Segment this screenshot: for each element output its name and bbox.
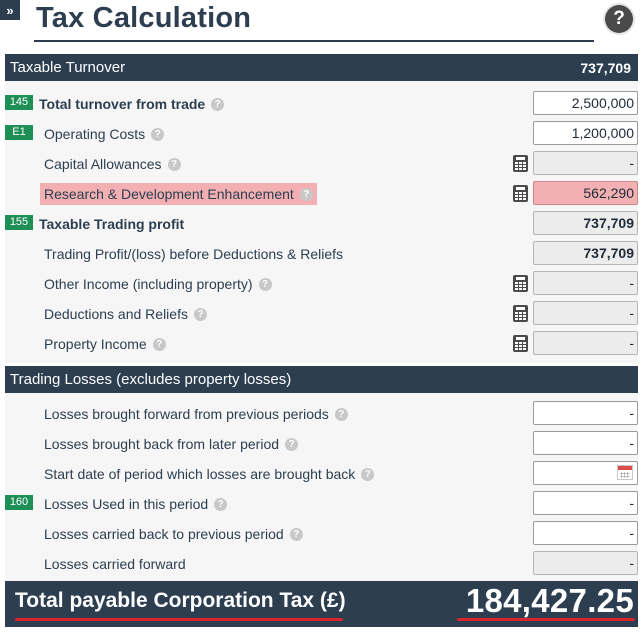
field-label-text: Other Income (including property)	[44, 276, 253, 292]
operating-costs-field[interactable]: 1,200,000	[533, 121, 638, 145]
field-label: Losses carried forward	[44, 553, 186, 575]
question-mark-icon[interactable]: ?	[299, 187, 313, 201]
expand-panel-button[interactable]: »	[0, 0, 20, 20]
total-tax-bar: Total payable Corporation Tax (£) 184,42…	[5, 581, 638, 627]
taxable-turnover-total: 737,709	[580, 59, 631, 76]
field-label-text: Losses carried forward	[44, 556, 186, 572]
title-underline	[34, 40, 594, 42]
page-title: Tax Calculation	[36, 2, 252, 34]
form-row-trading-profit-loss-before-deductions-reliefs: Trading Profit/(loss) before Deductions …	[0, 239, 643, 269]
field-label: Operating Costs?	[44, 123, 165, 145]
field-label-text: Total turnover from trade	[39, 96, 206, 112]
box-number-badge: E1	[5, 125, 33, 140]
trading-losses-panel	[5, 393, 638, 581]
field-label: Total turnover from trade?	[39, 93, 225, 115]
form-row-start-date-of-period-which-losses-are-brought-back: Start date of period which losses are br…	[0, 459, 643, 489]
field-label-text: Deductions and Reliefs	[44, 306, 188, 322]
form-row-taxable-trading-profit: 155 Taxable Trading profit 737,709	[0, 209, 643, 239]
box-number-badge: 145	[5, 95, 33, 110]
question-mark-icon[interactable]: ?	[152, 337, 166, 351]
field-label: Property Income?	[44, 333, 166, 355]
calendar-icon[interactable]	[617, 465, 633, 480]
field-label-text: Trading Profit/(loss) before Deductions …	[44, 246, 344, 262]
field-label: Taxable Trading profit	[39, 213, 184, 235]
capital-allowances-field: -	[533, 151, 638, 175]
taxable-trading-profit-field: 737,709	[533, 211, 638, 235]
taxable-turnover-panel	[5, 81, 638, 363]
field-label: Losses carried back to previous period?	[44, 523, 303, 545]
other-income-including-property-field: -	[533, 271, 638, 295]
field-label-text: Losses brought back from later period	[44, 436, 280, 452]
help-icon[interactable]: ?	[605, 5, 633, 33]
total-tax-label: Total payable Corporation Tax (£)	[15, 589, 346, 612]
calculator-icon[interactable]	[513, 305, 528, 322]
losses-used-in-this-period-field[interactable]: -	[533, 491, 638, 515]
question-mark-icon[interactable]: ?	[285, 437, 299, 451]
question-mark-icon[interactable]: ?	[193, 307, 207, 321]
section-title: Taxable Turnover	[10, 59, 126, 76]
form-row-losses-brought-back-from-later-period: Losses brought back from later period? -	[0, 429, 643, 459]
question-mark-icon[interactable]: ?	[361, 467, 375, 481]
question-mark-icon[interactable]: ?	[289, 527, 303, 541]
field-label-text: Operating Costs	[44, 126, 146, 142]
field-label: Losses brought forward from previous per…	[44, 403, 348, 425]
field-label: Deductions and Reliefs?	[44, 303, 207, 325]
section-title: Trading Losses (excludes property losses…	[10, 371, 292, 388]
deductions-and-reliefs-field: -	[533, 301, 638, 325]
total-tax-value: 184,427.25	[465, 582, 634, 619]
field-label: Start date of period which losses are br…	[44, 463, 375, 485]
total-label-underline	[15, 618, 343, 621]
box-number-badge: 155	[5, 215, 33, 230]
total-turnover-from-trade-field[interactable]: 2,500,000	[533, 91, 638, 115]
form-row-losses-brought-forward-from-previous-periods: Losses brought forward from previous per…	[0, 399, 643, 429]
calculator-icon[interactable]	[513, 155, 528, 172]
field-label: Research & Development Enhancement?	[40, 183, 317, 205]
field-label-text: Losses brought forward from previous per…	[44, 406, 329, 422]
question-mark-icon[interactable]: ?	[214, 497, 228, 511]
losses-brought-forward-from-previous-periods-field[interactable]: -	[533, 401, 638, 425]
field-label-text: Property Income	[44, 336, 147, 352]
form-row-losses-carried-back-to-previous-period: Losses carried back to previous period? -	[0, 519, 643, 549]
taxable-turnover-header: Taxable Turnover 737,709	[5, 54, 638, 81]
field-label: Losses brought back from later period?	[44, 433, 299, 455]
field-label-text: Losses carried back to previous period	[44, 526, 284, 542]
field-label: Trading Profit/(loss) before Deductions …	[44, 243, 343, 265]
form-row-operating-costs: E1 Operating Costs? 1,200,000	[0, 119, 643, 149]
calculator-icon[interactable]	[513, 275, 528, 292]
form-row-losses-used-in-this-period: 160 Losses Used in this period? -	[0, 489, 643, 519]
field-label-text: Taxable Trading profit	[39, 216, 185, 232]
field-label-text: Losses Used in this period	[44, 496, 209, 512]
losses-carried-forward-field: -	[533, 551, 638, 575]
field-label-text: Research & Development Enhancement	[44, 186, 294, 202]
total-value-underline	[457, 618, 635, 621]
trading-profit-loss-before-deductions-reliefs-field: 737,709	[533, 241, 638, 265]
field-label-text: Start date of period which losses are br…	[44, 466, 356, 482]
question-mark-icon[interactable]: ?	[151, 127, 165, 141]
form-row-property-income: Property Income? -	[0, 329, 643, 359]
question-mark-icon[interactable]: ?	[258, 277, 272, 291]
question-mark-icon[interactable]: ?	[167, 157, 181, 171]
property-income-field: -	[533, 331, 638, 355]
form-row-total-turnover-from-trade: 145 Total turnover from trade? 2,500,000	[0, 89, 643, 119]
box-number-badge: 160	[5, 495, 33, 510]
losses-carried-back-to-previous-period-field[interactable]: -	[533, 521, 638, 545]
field-label: Other Income (including property)?	[44, 273, 272, 295]
calculator-icon[interactable]	[513, 335, 528, 352]
question-mark-icon[interactable]: ?	[334, 407, 348, 421]
form-row-other-income-including-property: Other Income (including property)? -	[0, 269, 643, 299]
question-mark-icon[interactable]: ?	[211, 97, 225, 111]
research-development-enhancement-field: 562,290	[533, 181, 638, 205]
calculator-icon[interactable]	[513, 185, 528, 202]
form-row-capital-allowances: Capital Allowances? -	[0, 149, 643, 179]
form-row-research-development-enhancement: Research & Development Enhancement? 562,2…	[0, 179, 643, 209]
field-label: Losses Used in this period?	[44, 493, 228, 515]
field-label-text: Capital Allowances	[44, 156, 162, 172]
trading-losses-header: Trading Losses (excludes property losses…	[5, 366, 638, 393]
form-row-losses-carried-forward: Losses carried forward -	[0, 549, 643, 579]
form-row-deductions-and-reliefs: Deductions and Reliefs? -	[0, 299, 643, 329]
field-label: Capital Allowances?	[44, 153, 181, 175]
losses-brought-back-from-later-period-field[interactable]: -	[533, 431, 638, 455]
